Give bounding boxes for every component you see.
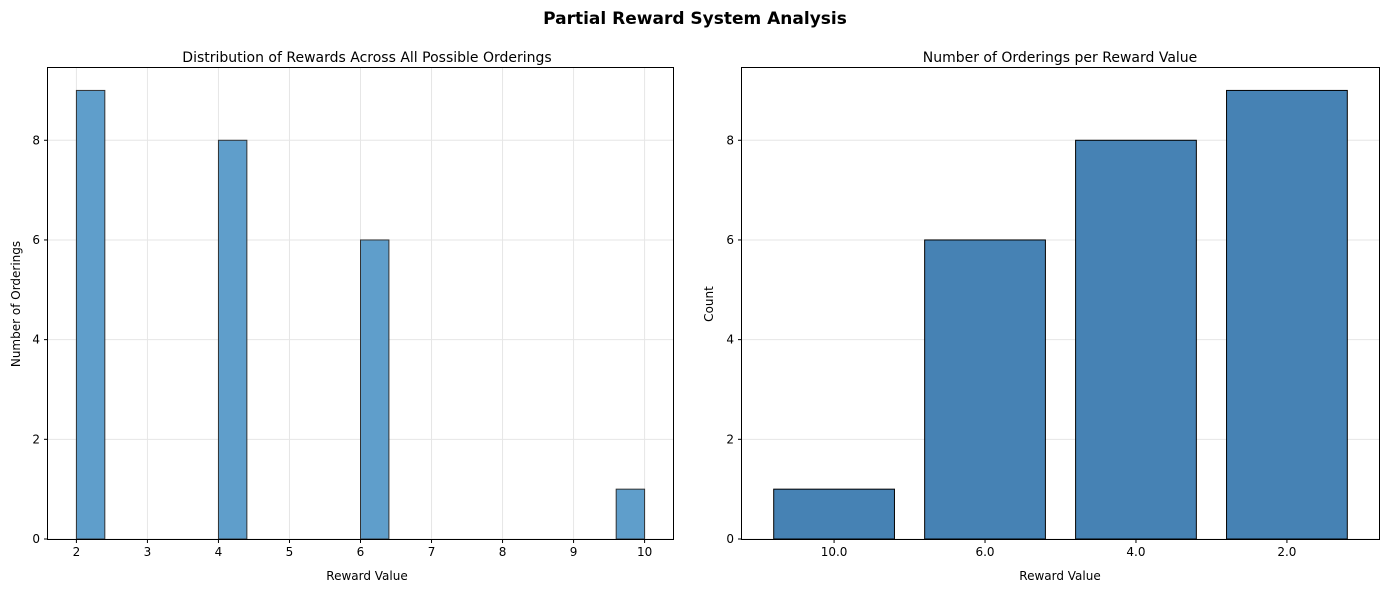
histogram-y-tick-label: 4	[32, 333, 40, 347]
bar-chart-y-tick-label: 6	[726, 233, 734, 247]
histogram-title: Distribution of Rewards Across All Possi…	[182, 50, 551, 66]
bar-chart-title: Number of Orderings per Reward Value	[923, 50, 1198, 66]
bar-chart-x-ticks: 10.0 6.0 4.0 2.0	[821, 539, 1296, 559]
figure-suptitle: Partial Reward System Analysis	[543, 9, 847, 29]
histogram-y-tick-label: 8	[32, 133, 40, 147]
bar-chart-y-tick-label: 4	[726, 333, 734, 347]
histogram-x-tick-label: 5	[286, 545, 294, 559]
bar-chart-x-tick-label: 6.0	[975, 545, 994, 559]
histogram-bar	[217, 139, 248, 540]
histogram-y-tick-label: 2	[32, 432, 40, 446]
histogram-y-tick-label: 0	[32, 532, 40, 546]
histogram-x-tick-label: 3	[144, 545, 152, 559]
histogram-y-tick-label: 6	[32, 233, 40, 247]
bar-chart-y-tick-label: 0	[726, 532, 734, 546]
histogram-bar	[615, 488, 646, 540]
histogram-chart: Distribution of Rewards Across All Possi…	[9, 50, 674, 583]
histogram-x-tick-label: 8	[499, 545, 507, 559]
bar-chart-y-ticks: 0 2 4 6 8	[726, 133, 742, 546]
histogram-x-tick-label: 7	[428, 545, 436, 559]
bar-chart-bar	[1075, 139, 1197, 540]
histogram-x-tick-label: 10	[637, 545, 652, 559]
bar-chart-y-axis-label: Count	[702, 286, 716, 322]
bar-chart-bar	[924, 239, 1046, 540]
bar-chart-frame	[741, 67, 1380, 540]
histogram-y-ticks: 0 2 4 6 8	[32, 133, 48, 546]
bar-chart-x-tick-label: 10.0	[821, 545, 848, 559]
bar-chart-x-tick-label: 4.0	[1126, 545, 1145, 559]
histogram-x-tick-label: 4	[215, 545, 223, 559]
histogram-x-ticks: 2 3 4 5 6 7 8 9 10	[73, 539, 652, 559]
bar-chart-bar	[773, 488, 895, 540]
histogram-x-tick-label: 6	[357, 545, 365, 559]
histogram-bar	[360, 239, 390, 540]
count-bar-chart: Number of Orderings per Reward Value 10.…	[702, 50, 1380, 583]
bar-chart-x-axis-label: Reward Value	[1019, 569, 1100, 583]
bar-chart-y-tick-label: 8	[726, 133, 734, 147]
bar-chart-y-tick-label: 2	[726, 432, 734, 446]
histogram-y-axis-label: Number of Orderings	[9, 241, 23, 367]
bar-chart-bar	[1226, 89, 1348, 540]
bar-chart-x-tick-label: 2.0	[1277, 545, 1296, 559]
histogram-bar	[75, 89, 106, 540]
histogram-x-axis-label: Reward Value	[326, 569, 407, 583]
histogram-x-tick-label: 2	[73, 545, 81, 559]
histogram-x-tick-label: 9	[570, 545, 578, 559]
bar-chart-bars	[773, 89, 1348, 540]
